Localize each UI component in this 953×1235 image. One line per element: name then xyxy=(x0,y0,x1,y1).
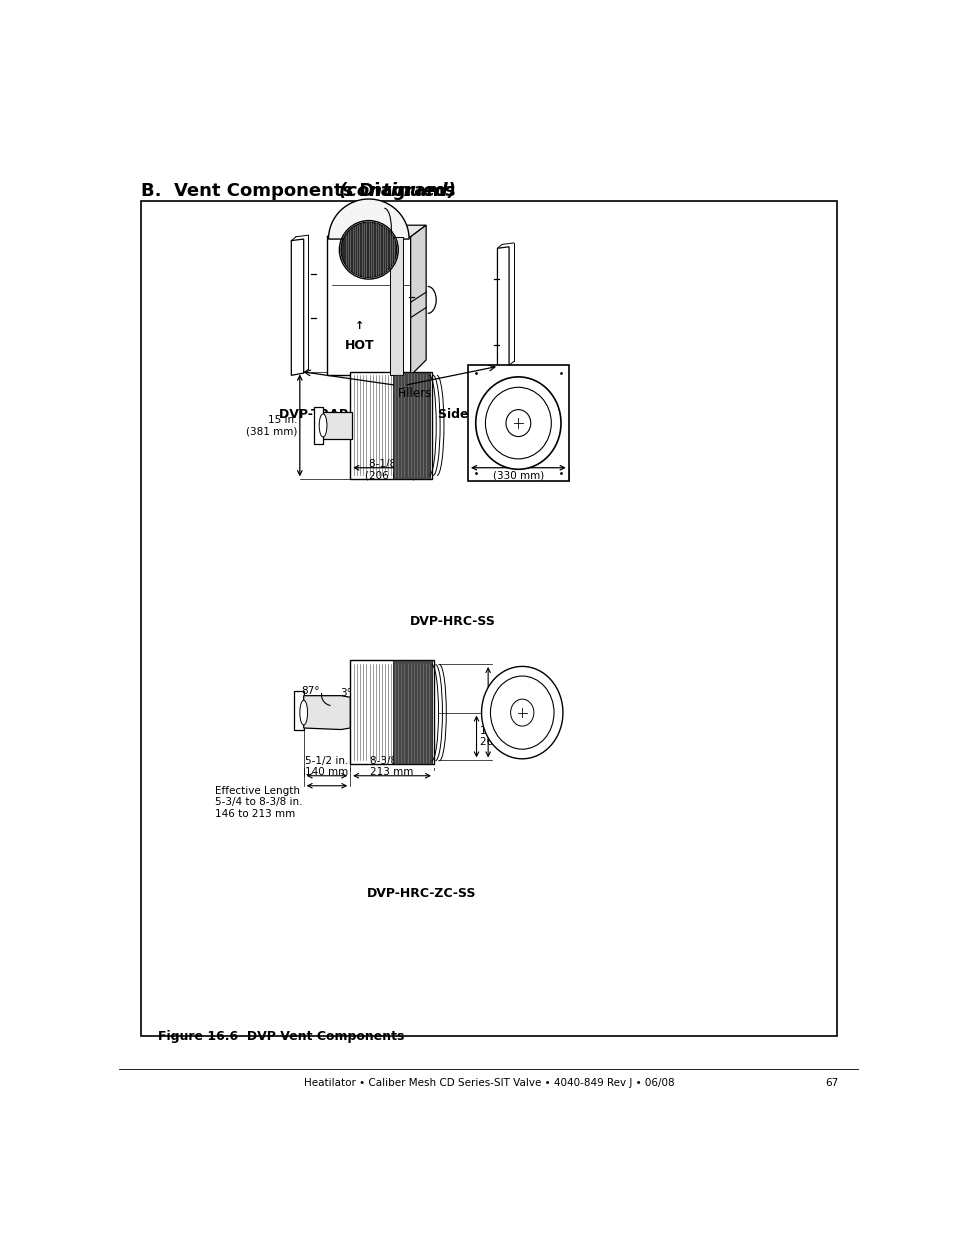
Bar xyxy=(393,372,430,479)
Bar xyxy=(320,411,352,440)
Ellipse shape xyxy=(481,667,562,758)
Bar xyxy=(141,200,836,1036)
Ellipse shape xyxy=(485,388,551,459)
Polygon shape xyxy=(303,695,350,730)
Text: Heatilator • Caliber Mesh CD Series-SIT Valve • 4040-849 Rev J • 06/08: Heatilator • Caliber Mesh CD Series-SIT … xyxy=(303,1078,674,1088)
Bar xyxy=(350,372,431,479)
Polygon shape xyxy=(291,240,303,375)
Text: 5-1/2 in.
140 mm: 5-1/2 in. 140 mm xyxy=(305,756,348,777)
Polygon shape xyxy=(497,247,509,368)
Text: ↑: ↑ xyxy=(355,321,364,331)
Text: DVP-HRC-ZC-SS: DVP-HRC-ZC-SS xyxy=(366,888,476,900)
Text: B.  Vent Components Diagrams: B. Vent Components Diagrams xyxy=(141,182,461,200)
Text: 8-3/8 in.
213 mm: 8-3/8 in. 213 mm xyxy=(370,756,414,777)
Text: 67: 67 xyxy=(824,1078,838,1088)
Text: (continued): (continued) xyxy=(338,182,456,200)
Text: DVP-TRAP to DVP-HPC Side Filler Kit: DVP-TRAP to DVP-HPC Side Filler Kit xyxy=(279,409,532,421)
Ellipse shape xyxy=(505,410,530,436)
Wedge shape xyxy=(328,199,409,240)
Bar xyxy=(314,406,323,443)
Ellipse shape xyxy=(299,700,307,725)
Text: 10-7/8 in.
276 mm: 10-7/8 in. 276 mm xyxy=(492,701,541,724)
Polygon shape xyxy=(327,225,426,237)
Text: Fillers: Fillers xyxy=(397,387,432,400)
Text: 13 in.
(330 mm): 13 in. (330 mm) xyxy=(493,459,543,480)
Text: 3°: 3° xyxy=(340,688,352,698)
Text: Figure 16.6  DVP Vent Components: Figure 16.6 DVP Vent Components xyxy=(158,1030,404,1042)
Ellipse shape xyxy=(490,676,554,750)
Polygon shape xyxy=(410,225,426,375)
Bar xyxy=(350,661,434,764)
Bar xyxy=(327,237,410,375)
Text: 10-1/2 in.
267 mm: 10-1/2 in. 267 mm xyxy=(480,726,530,747)
Bar xyxy=(468,366,568,480)
Text: 8-1/8 in.
(206 mm): 8-1/8 in. (206 mm) xyxy=(365,459,416,480)
Text: 87°: 87° xyxy=(301,687,319,697)
Text: DVP-HRC-SS: DVP-HRC-SS xyxy=(409,615,495,627)
Text: Effective Length
5-3/4 to 8-3/8 in.
146 to 213 mm: Effective Length 5-3/4 to 8-3/8 in. 146 … xyxy=(214,785,302,819)
Text: HOT: HOT xyxy=(344,340,374,352)
Bar xyxy=(393,661,432,764)
Ellipse shape xyxy=(476,377,560,469)
Ellipse shape xyxy=(319,414,327,437)
Bar xyxy=(294,692,303,730)
Bar xyxy=(390,237,402,375)
Ellipse shape xyxy=(510,699,534,726)
Text: 15 in.
(381 mm): 15 in. (381 mm) xyxy=(246,415,297,436)
Circle shape xyxy=(340,222,396,278)
